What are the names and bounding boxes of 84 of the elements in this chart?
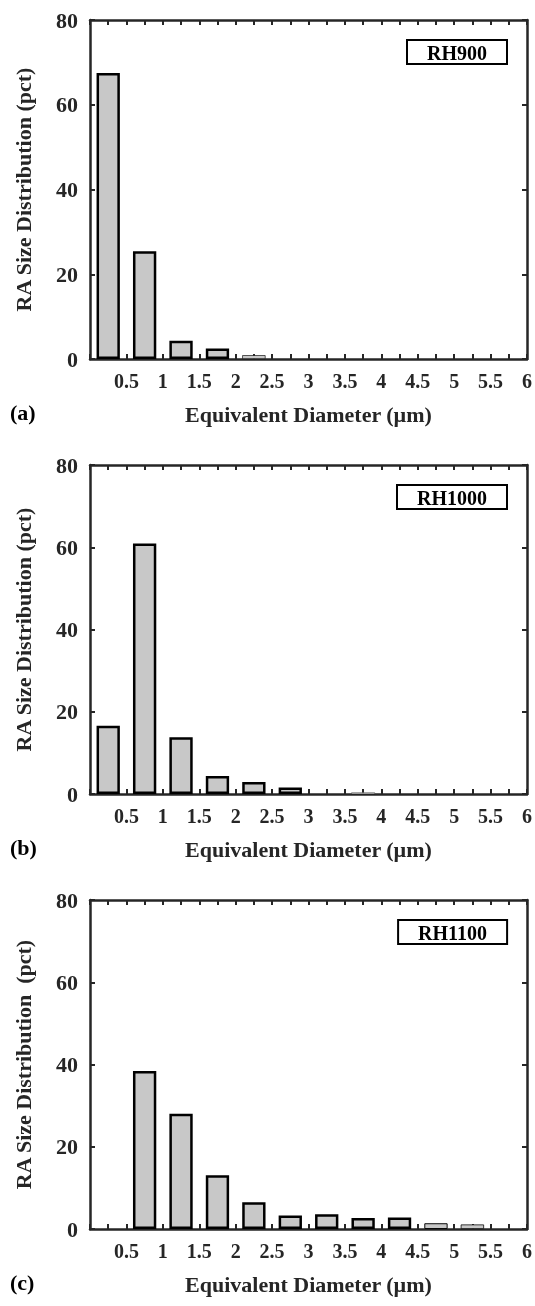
x-tick-label: 5.5: [478, 805, 504, 827]
x-axis-title: Equivalent Diameter (µm): [185, 836, 432, 862]
y-tick-label: 60: [56, 534, 78, 560]
x-tick-label: 1.5: [186, 805, 212, 827]
y-tick-label: 60: [56, 92, 78, 118]
bar: [387, 1217, 412, 1229]
x-tick-label: 4: [376, 1240, 387, 1262]
x-tick-label: 0.5: [113, 370, 139, 392]
bar: [242, 1202, 266, 1229]
bar: [205, 775, 230, 794]
x-tick-label: 3.5: [332, 370, 358, 392]
x-tick-label: 6: [522, 370, 532, 392]
x-tick-label: 0.5: [113, 1240, 139, 1262]
bar: [315, 1214, 339, 1229]
bar: [132, 543, 157, 794]
y-tick-label: 0: [67, 346, 78, 372]
x-tick-label: 5: [449, 1240, 460, 1262]
x-tick-label: 3: [303, 1240, 314, 1262]
y-tick-label: 60: [56, 969, 78, 995]
y-axis-title: RA Size Distribution (pct): [10, 507, 36, 752]
y-tick-label: 0: [67, 1216, 78, 1242]
x-tick-label: 4: [376, 370, 387, 392]
bar: [132, 251, 157, 359]
x-axis-title: Equivalent Diameter (µm): [185, 401, 432, 427]
bar: [278, 1215, 302, 1229]
x-tick-label: 2: [230, 370, 241, 392]
bar: [169, 340, 193, 359]
x-tick-label: 5: [449, 805, 460, 827]
y-tick-label: 0: [67, 781, 78, 807]
bar: [205, 1175, 230, 1229]
x-tick-label: 1: [157, 1240, 168, 1262]
bar: [205, 348, 230, 359]
y-axis-title: RA Size Distribution (pct): [10, 67, 36, 312]
x-tick-label: 6: [522, 1240, 532, 1262]
x-tick-label: 1.5: [186, 370, 212, 392]
x-tick-label: 1: [157, 805, 168, 827]
x-tick-label: 2: [230, 1240, 241, 1262]
bar: [424, 1223, 448, 1229]
bar: [278, 787, 302, 794]
bar: [351, 1217, 375, 1229]
x-tick-label: 3.5: [332, 805, 358, 827]
x-tick-label: 5: [449, 370, 460, 392]
x-tick-label: 2: [230, 805, 241, 827]
x-tick-label: 2.5: [259, 805, 285, 827]
x-tick-label: 4: [376, 805, 387, 827]
bar: [242, 782, 266, 794]
bar: [96, 725, 120, 794]
x-tick-label: 3: [303, 370, 314, 392]
y-tick-label: 80: [56, 452, 78, 478]
x-tick-label: 1.5: [186, 1240, 212, 1262]
y-tick-label: 20: [56, 1134, 78, 1160]
x-tick-label: 4.5: [405, 805, 431, 827]
bar: [169, 1113, 193, 1229]
y-tick-label: 80: [56, 7, 78, 33]
x-tick-label: 5.5: [478, 1240, 504, 1262]
bar: [169, 737, 193, 794]
text: (b): [10, 834, 37, 860]
y-tick-label: 40: [56, 617, 78, 642]
y-axis-title: RA Size Distribution (pct): [10, 939, 36, 1190]
x-tick-label: 3: [303, 805, 314, 827]
y-tick-label: 20: [56, 699, 78, 725]
y-tick-label: 40: [56, 1052, 78, 1077]
text: RH900: [427, 42, 487, 64]
x-tick-label: 1: [157, 370, 168, 392]
x-tick-label: 4.5: [405, 1240, 431, 1262]
x-tick-label: 6: [522, 805, 532, 827]
x-tick-label: 2.5: [259, 1240, 285, 1262]
x-tick-label: 5.5: [478, 370, 504, 392]
y-tick-label: 20: [56, 261, 78, 287]
bar: [242, 355, 266, 359]
text: RH1100: [418, 922, 488, 944]
text: (a): [10, 399, 36, 425]
bar: [132, 1071, 157, 1229]
x-tick-label: 3.5: [332, 1240, 358, 1262]
x-tick-label: 4.5: [405, 370, 431, 392]
text: RH1000: [417, 487, 487, 509]
y-tick-label: 80: [56, 887, 78, 913]
text: (c): [10, 1269, 35, 1295]
x-tick-label: 2.5: [259, 370, 285, 392]
x-tick-label: 0.5: [113, 805, 139, 827]
bar: [460, 1224, 485, 1229]
bar: [96, 72, 120, 359]
y-tick-label: 40: [56, 177, 78, 202]
x-axis-title: Equivalent Diameter (µm): [185, 1271, 432, 1297]
